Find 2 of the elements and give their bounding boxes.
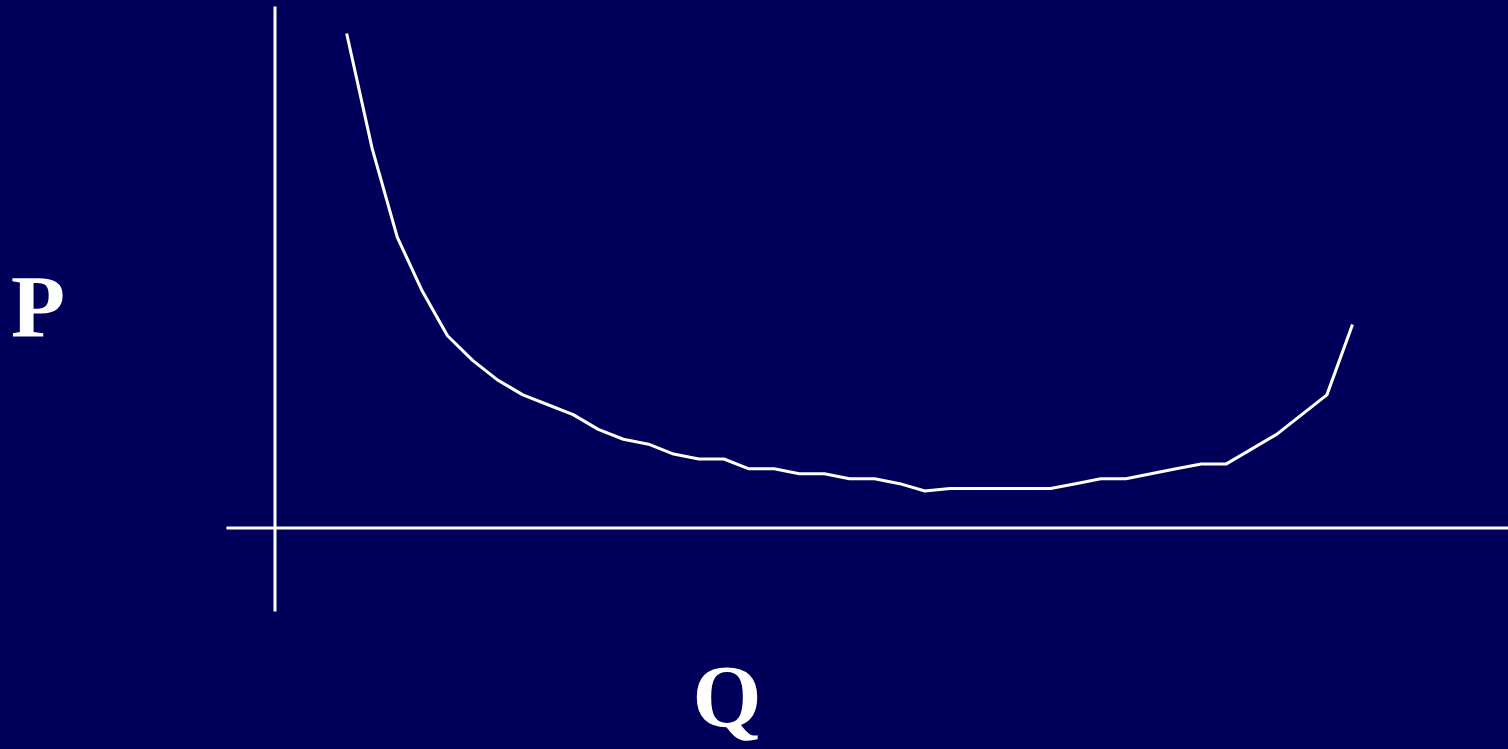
y-axis-title: P: [12, 278, 63, 337]
x-axis-title: Q: [696, 667, 758, 741]
